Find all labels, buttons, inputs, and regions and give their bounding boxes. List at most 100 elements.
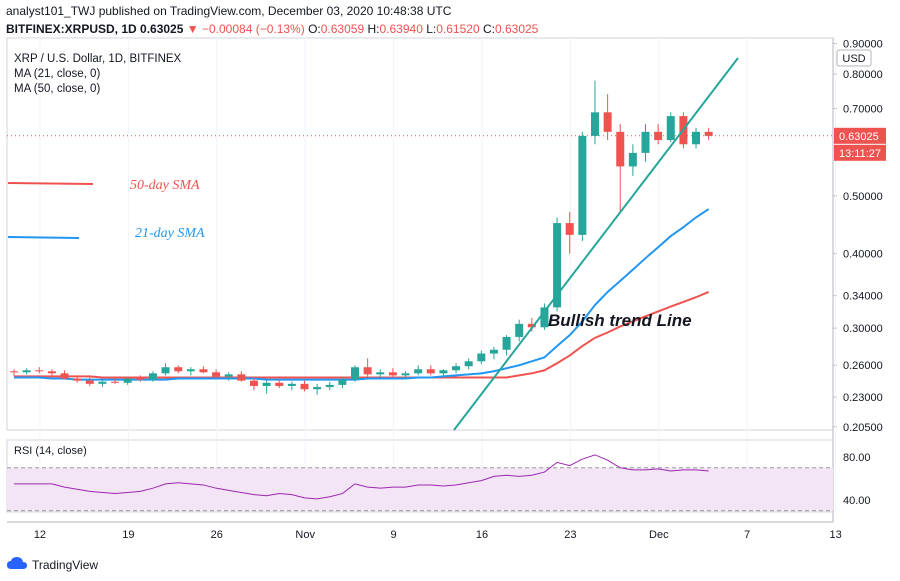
price-tick-label: 0.50000 — [843, 191, 883, 203]
candle-body — [199, 369, 208, 373]
currency-badge — [836, 49, 872, 67]
close-value: 0.63025 — [494, 22, 539, 36]
sma21-annotation: 21-day SMA — [135, 226, 205, 241]
candle-body — [35, 370, 44, 372]
price-tick-label: 0.70000 — [843, 104, 883, 116]
bullish-trend-line — [453, 57, 739, 431]
candle-body — [300, 383, 309, 390]
tradingview-cloud-icon — [6, 556, 28, 573]
sma50-legend-line — [7, 182, 94, 185]
candle-body — [363, 367, 372, 375]
candle-body — [224, 374, 233, 377]
rsi-tick-label: 40.00 — [843, 495, 871, 507]
price-tick-label: 0.80000 — [843, 69, 883, 81]
candle-body — [641, 131, 650, 153]
last-price-tag — [834, 127, 886, 144]
candle-body — [401, 373, 410, 376]
candle-body — [616, 131, 625, 167]
candle-body — [666, 116, 675, 141]
rsi-title: RSI (14, close) — [14, 445, 87, 457]
candle-body — [174, 367, 183, 372]
candle-body — [47, 371, 56, 374]
candle-body — [22, 370, 31, 373]
time-tick-label: Dec — [649, 529, 669, 541]
candle-body — [111, 381, 120, 383]
candle-body — [60, 373, 69, 379]
price-tick-label: 0.23000 — [843, 392, 883, 404]
price-change: ▼ −0.00084 (−0.13%) — [186, 22, 305, 36]
tradingview-brand: TradingView — [32, 557, 99, 572]
time-tick-label: 19 — [122, 529, 134, 541]
time-tick-label: 9 — [391, 529, 397, 541]
price-tick-label: 0.30000 — [843, 323, 883, 335]
candle-body — [654, 131, 663, 141]
candle-body — [237, 374, 246, 381]
countdown-tag-label: 13:11:27 — [839, 148, 881, 160]
candle-body — [275, 382, 284, 386]
candle-body — [161, 367, 170, 374]
candle-body — [414, 369, 423, 374]
candle-body — [10, 371, 18, 373]
candle-body — [212, 372, 221, 377]
time-tick-label: Nov — [295, 529, 315, 541]
price-tick-label: 0.20500 — [843, 422, 883, 434]
candle-body — [338, 379, 347, 385]
countdown-tag — [834, 144, 886, 161]
candle-body — [123, 378, 132, 383]
candle-body — [578, 135, 587, 235]
candle-body — [186, 369, 195, 372]
rsi-line — [14, 454, 709, 500]
tradingview-logo[interactable]: TradingView — [6, 556, 98, 573]
candle-body — [262, 382, 271, 386]
ma21-legend: MA (21, close, 0) — [14, 68, 101, 80]
candle-body — [287, 383, 296, 386]
time-tick-label: 7 — [744, 529, 750, 541]
candle-body — [527, 323, 536, 328]
rsi-tick-label: 80.00 — [843, 452, 871, 464]
candle-body — [540, 307, 549, 328]
low-label: L: — [426, 22, 437, 36]
currency-label: USD — [842, 53, 865, 65]
candle-body — [439, 370, 448, 374]
candle-body — [502, 336, 511, 350]
ma50-legend: MA (50, close, 0) — [14, 83, 101, 95]
last-price: 0.63025 — [140, 22, 184, 36]
candle-body — [565, 223, 574, 235]
candle-body — [603, 112, 612, 132]
candle-body — [477, 353, 486, 362]
candle-body — [388, 372, 397, 376]
candle-body — [426, 369, 435, 374]
rsi-band — [7, 467, 833, 511]
time-tick-label: 12 — [34, 529, 46, 541]
candle-body — [313, 387, 322, 390]
candle-body — [489, 349, 498, 354]
time-tick-label: 16 — [476, 529, 488, 541]
last-price-tag-label: 0.63025 — [839, 131, 879, 143]
open-value: 0.63059 — [320, 22, 365, 36]
candle-body — [515, 323, 524, 337]
candle-body — [249, 380, 258, 386]
price-pane — [6, 37, 834, 431]
sma21-legend-line — [7, 236, 80, 239]
candle-body — [464, 361, 473, 367]
ma50-line — [14, 291, 710, 379]
time-tick-label: 23 — [564, 529, 576, 541]
chart-title: XRP / U.S. Dollar, 1D, BITFINEX — [14, 53, 182, 65]
ohlc-bar: BITFINEX:XRPUSD, 1D 0.63025 ▼ −0.00084 (… — [6, 22, 538, 36]
candle-body — [553, 223, 562, 308]
price-tick-label: 0.34000 — [843, 291, 883, 303]
candle-body — [325, 384, 334, 388]
candle-body — [692, 131, 701, 145]
high-label: H: — [367, 22, 380, 36]
low-value: 0.61520 — [436, 22, 480, 36]
candle-body — [136, 378, 145, 380]
candle-body — [376, 372, 385, 375]
close-label: C: — [482, 22, 495, 36]
price-tick-label: 0.40000 — [843, 249, 883, 261]
publish-info: analyst101_TWJ published on TradingView.… — [6, 4, 452, 18]
price-tick-label: 0.90000 — [843, 38, 883, 50]
candle-body — [351, 367, 360, 380]
open-label: O: — [308, 22, 321, 36]
trend-annotation: Bullish trend Line — [548, 311, 692, 330]
